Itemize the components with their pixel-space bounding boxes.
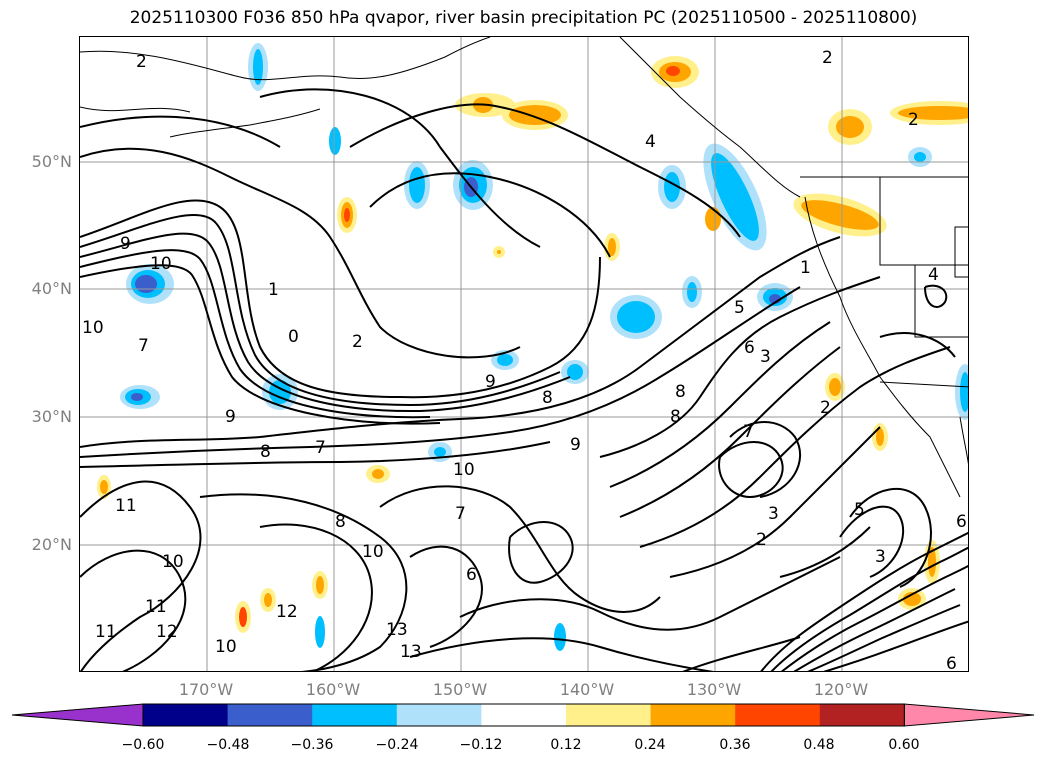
contour-labels: 2 4 2 2 9 10 10 7 1 0 2 9 8 9 8 8 7 10 1… [82,48,967,672]
contour-label: 9 [120,234,131,254]
contour-label: 10 [453,460,475,480]
contour-label: 7 [743,422,754,442]
contour-label: 2 [820,398,831,418]
colorbar-segment [481,704,567,726]
colorbar-segment [396,704,482,726]
contour-label: 8 [260,442,271,462]
contour-label: 3 [768,504,779,524]
contour-label: 4 [645,132,656,152]
contour-label: 10 [150,254,172,274]
colorbar-segment [312,704,398,726]
longitude-label: 160°W [305,680,361,699]
contour-label: 8 [670,407,681,427]
colorbar-tick-label: −0.36 [290,737,334,753]
colorbar-tick-label: 0.12 [550,737,582,753]
contour-label: 2 [908,110,919,130]
map-grid [80,37,968,671]
contour-label: 6 [744,338,755,358]
contour-label: 6 [956,512,967,532]
colorbar-tick-label: −0.12 [459,737,503,753]
map-plot: 2 4 2 2 9 10 10 7 1 0 2 9 8 9 8 8 7 10 1… [80,37,968,672]
colorbar-tick-label: 0.60 [888,737,920,753]
contour-label: 12 [276,602,298,622]
map-panel: 2 4 2 2 9 10 10 7 1 0 2 9 8 9 8 8 7 10 1… [79,36,969,672]
latitude-label: 50°N [31,152,72,171]
contour-label: 10 [362,542,384,562]
contour-label: 13 [400,642,422,662]
contour-label: 13 [386,620,408,640]
contour-label: 1 [800,258,811,278]
colorbar-segment [819,704,905,726]
contour-label: 8 [675,382,686,402]
map-title: 2025110300 F036 850 hPa qvapor, river ba… [129,8,918,28]
contour-label: 3 [875,547,886,567]
contour-label: 0 [288,327,299,347]
colorbar-tick-label: 0.24 [634,737,666,753]
longitude-label: 140°W [559,680,615,699]
longitude-label: 150°W [432,680,488,699]
contour-label: 11 [115,496,137,516]
longitude-label: 120°W [813,680,869,699]
colorbar-tick-label: −0.24 [375,737,419,753]
contour-label: 5 [854,500,865,520]
contour-label: 12 [156,622,178,642]
contour-label: 6 [946,654,957,672]
colorbar-tick-label: 0.48 [803,737,835,753]
colorbar-segment [143,704,229,726]
contour-label: 2 [136,52,147,72]
colorbar-segment [650,704,736,726]
colorbar [11,703,1035,727]
colorbar-segment [735,704,821,726]
contour-label: 7 [315,438,326,458]
colorbar-tick-label: −0.48 [206,737,250,753]
latitude-label: 20°N [31,535,72,554]
contour-label: 2 [822,48,833,68]
colorbar-extend-high [903,703,1035,727]
contour-label: 10 [162,552,184,572]
contour-label: 5 [734,298,745,318]
colorbar-tick-label: 0.36 [719,737,751,753]
longitude-label: 130°W [686,680,742,699]
contour-label: 9 [570,435,581,455]
contour-label: 6 [466,565,477,585]
contour-label: 7 [138,336,149,356]
colorbar-tick-label: −0.60 [121,737,165,753]
contour-label: 10 [215,637,237,657]
contour-label: 8 [335,512,346,532]
contour-label: 10 [82,318,104,338]
contour-label: 9 [485,372,496,392]
contour-label: 8 [542,388,553,408]
contour-label: 3 [760,347,771,367]
contour-label: 7 [455,504,466,524]
colorbar-segment [227,704,313,726]
latitude-label: 40°N [31,279,72,298]
contour-label: 11 [145,597,167,617]
qvapor-contours [80,88,968,671]
colorbar-outline [142,703,905,727]
contour-label: 2 [352,332,363,352]
contour-label: 2 [756,530,767,550]
coastlines [80,37,968,498]
longitude-label: 170°W [178,680,234,699]
contour-label: 11 [95,622,117,642]
precip-shading [97,43,968,651]
colorbar-extend-low [11,703,144,727]
contour-label: 1 [268,280,279,300]
latitude-label: 30°N [31,407,72,426]
contour-label: 9 [225,407,236,427]
colorbar-segment [566,704,652,726]
contour-label: 4 [928,265,939,285]
